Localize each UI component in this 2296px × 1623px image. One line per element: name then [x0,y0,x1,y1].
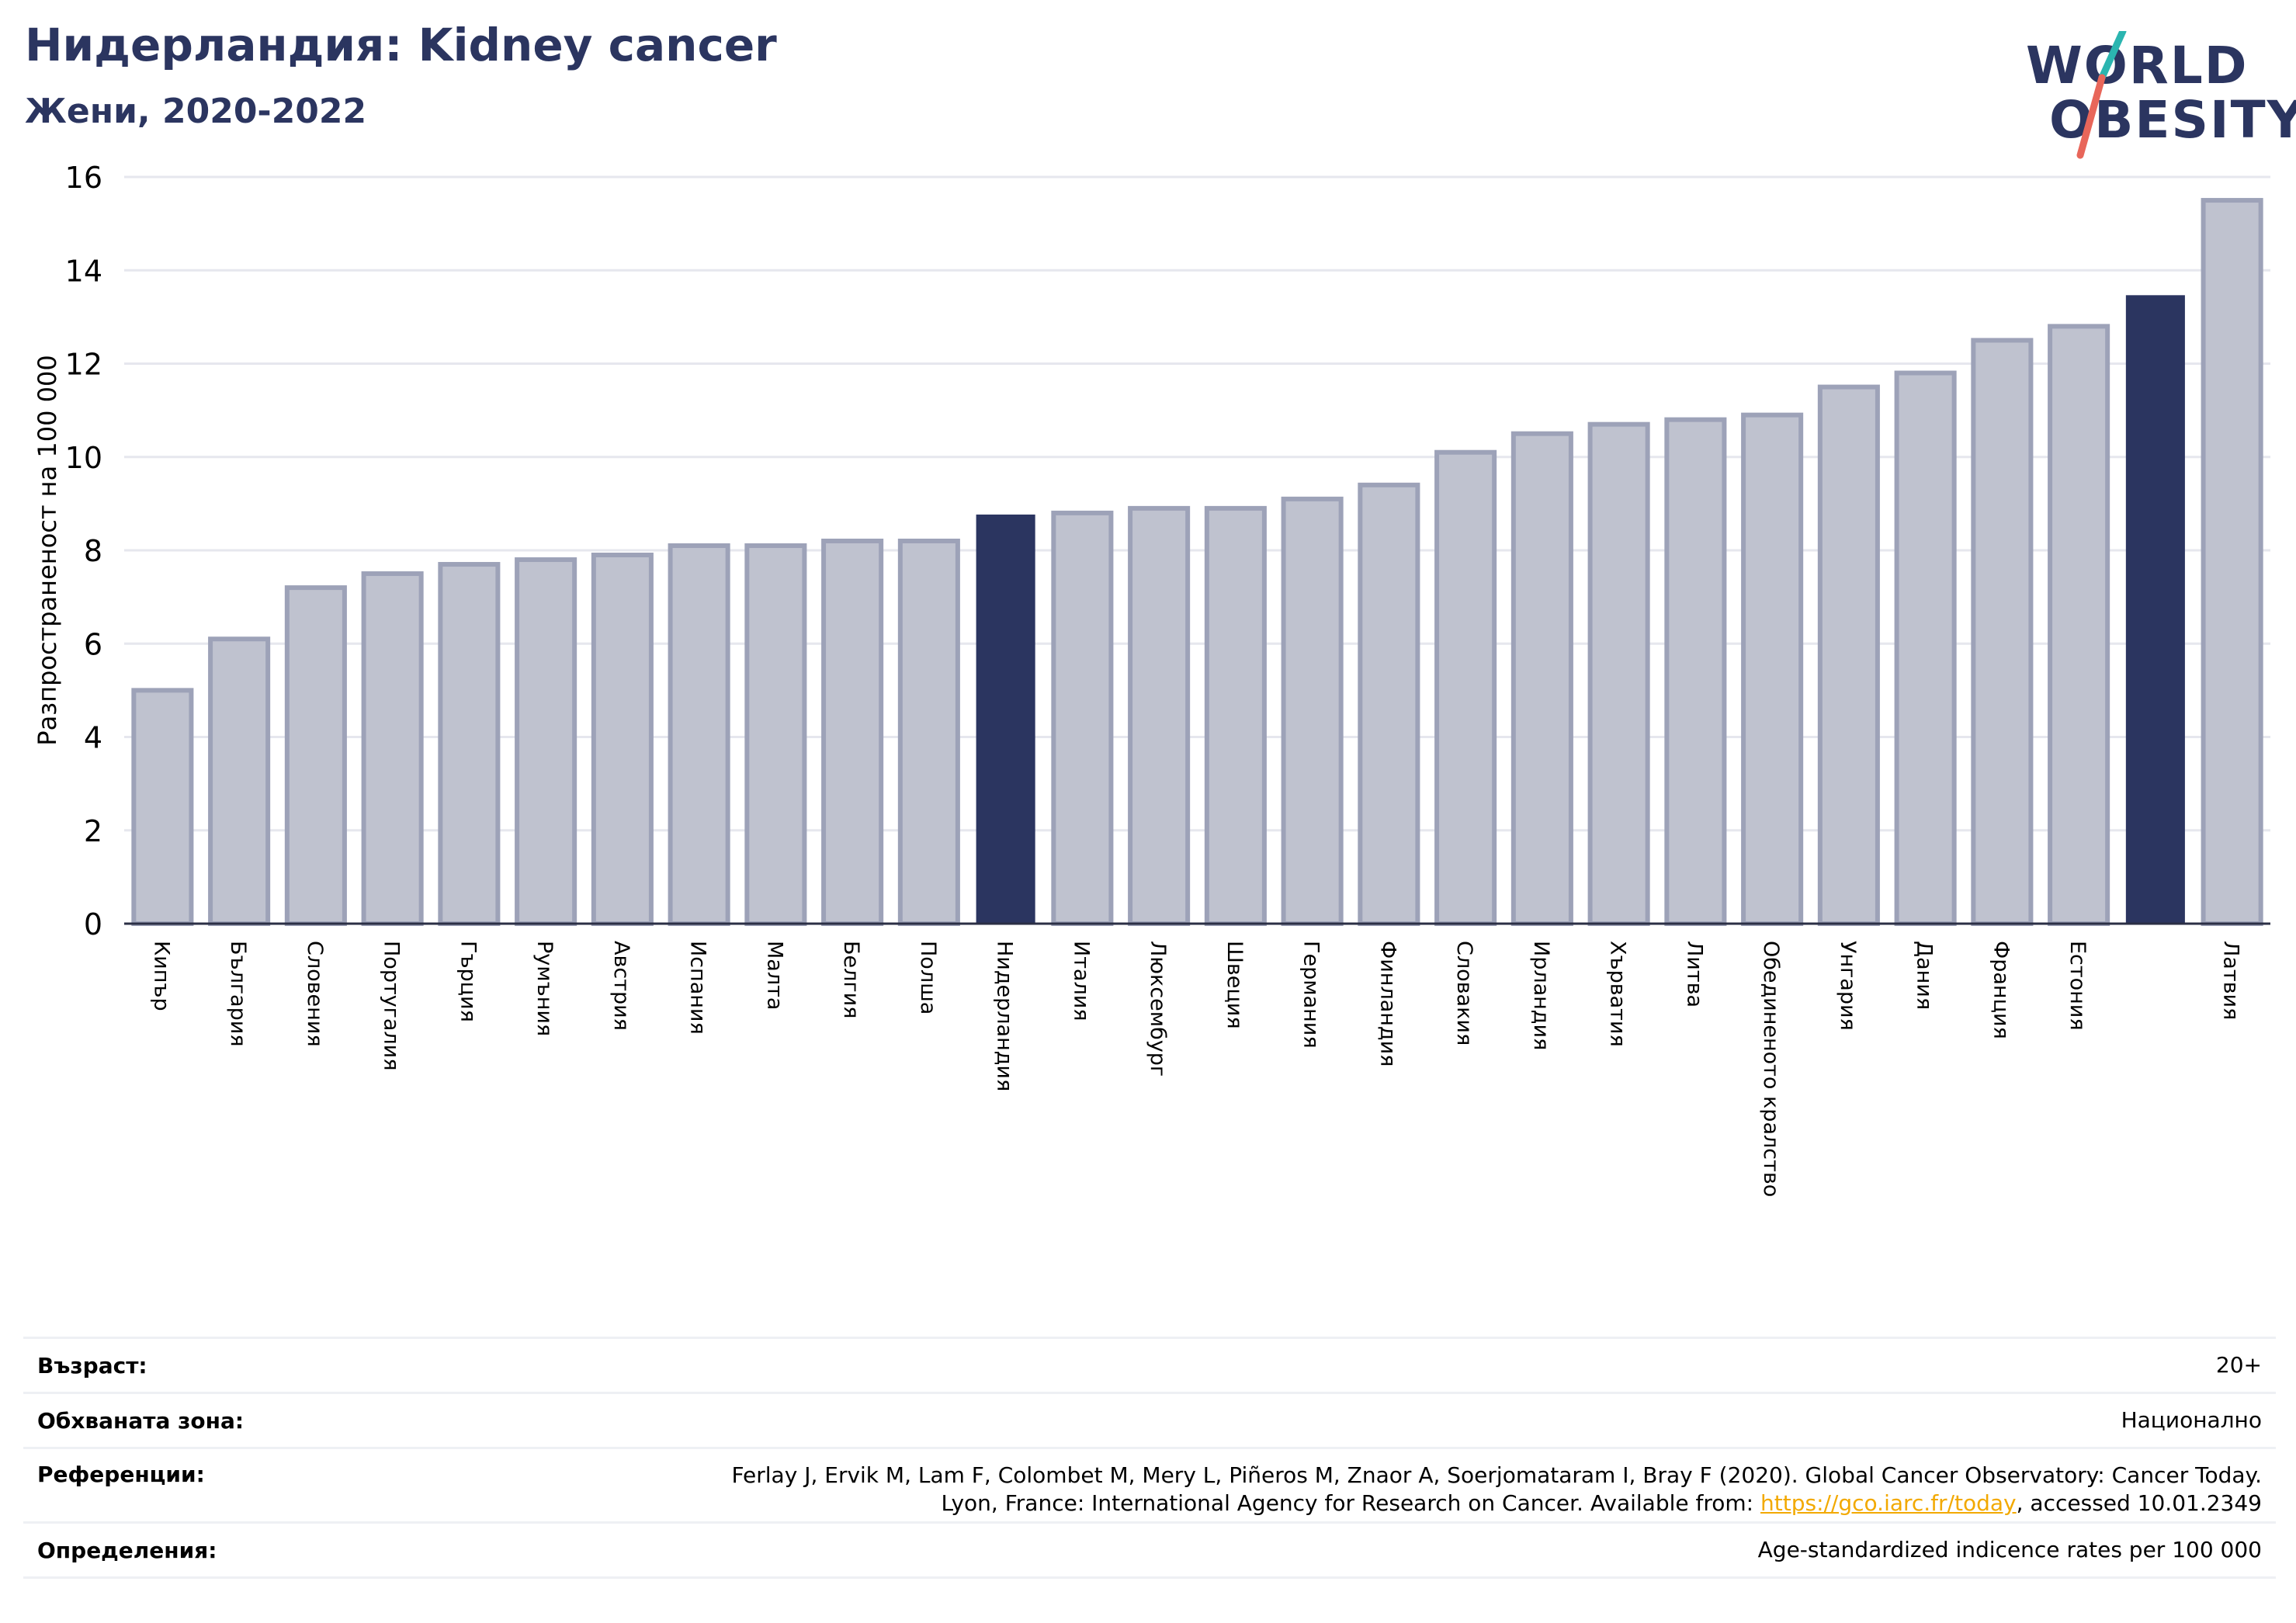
bar-Австрия [591,553,654,926]
bar-Словакия [1434,449,1497,926]
x-tick-label: Франция [1989,941,2013,1039]
bar-Гърция [438,562,501,926]
bar-Обединеното кралство [1741,412,1804,926]
bar-Ирландия [1510,431,1573,926]
bar-Португалия [361,571,424,926]
info-row-area: Обхваната зона: Национално [23,1392,2276,1447]
x-tick-label: Литва [1682,941,1706,1007]
bar-Унгария [1817,384,1880,926]
info-row-age: Възраст: 20+ [23,1337,2276,1392]
world-obesity-logo: WORLD OBESITY [2026,31,2296,163]
x-tick-label: България [226,941,250,1047]
logo-line-1: WORLD [2026,36,2249,95]
x-tick-label: Люксембург [1146,941,1170,1077]
bar-Малта [744,543,807,926]
references-line-2-end: , accessed 10.01.2349 [2016,1490,2262,1516]
x-tick-label: Обединеното кралство [1759,941,1783,1197]
info-row-references: Референции: Ferlay J, Ervik M, Lam F, Co… [23,1447,2276,1521]
x-tick-label: Нидерландия [993,941,1017,1091]
x-tick-label: Италия [1069,941,1093,1021]
x-tick-label: Естония [2065,941,2090,1031]
bar-Дания [1894,370,1957,926]
area-value: Национално [2121,1407,2262,1433]
references-label: Референции: [37,1462,205,1487]
bar-Полша [897,538,960,926]
x-tick-label: Дания [1913,941,1937,1010]
x-tick-label: Португалия [380,941,404,1070]
x-tick-label: Полша [916,941,940,1014]
x-tick-label: Хърватия [1606,941,1630,1047]
x-tick-label: Ирландия [1529,941,1553,1050]
x-tick-label: Испания [686,941,710,1035]
x-tick-label: Унгария [1836,941,1860,1031]
bar-Люксембург [1128,505,1191,926]
area-label: Обхваната зона: [37,1407,245,1434]
bar-Словения [284,585,347,926]
age-value: 20+ [2215,1352,2262,1378]
chart-subtitle: Жени, 2020-2022 [25,92,367,131]
bar-chart: 0 2 4 6 8 10 12 14 16 Разпространеност на 100 000… [33,161,2270,1197]
y-tick-label: 12 [65,348,102,382]
bar-Латвия [2201,198,2263,926]
bar-Литва [1664,417,1727,926]
y-tick-label: 16 [65,161,102,195]
age-label: Възраст: [37,1352,147,1379]
bar-Италия [1051,510,1114,926]
y-tick-label: 4 [84,721,102,755]
bar-Франция [1971,338,2034,926]
bar-България [208,636,271,926]
y-tick-label: 10 [65,441,102,475]
definitions-label: Определения: [37,1537,217,1563]
y-axis-label: Разпространеност на 100 000 [33,355,62,745]
references-value: Ferlay J, Ervik M, Lam F, Colombet M, Me… [731,1462,2262,1517]
bar-Испания [668,543,730,926]
x-tick-label: Швеция [1223,941,1247,1029]
x-tick-label: Австрия [609,941,633,1031]
bar-Финландия [1358,482,1420,926]
x-tick-label: Малта [762,941,786,1010]
references-line-1: Ferlay J, Ervik M, Lam F, Colombet M, Me… [731,1462,2262,1488]
bar-Германия [1281,496,1344,926]
x-tick-label: Словения [303,941,327,1047]
y-tick-label: 2 [84,814,102,848]
bar-Румъния [515,557,577,927]
info-table: Възраст: 20+ Обхваната зона: Национално … [23,1337,2276,1579]
references-line-2-start: Lyon, France: International Agency for R… [941,1490,1760,1516]
y-tick-label: 6 [84,627,102,661]
x-tick-label: Латвия [2219,941,2243,1020]
x-tick-label: Кипър [149,941,173,1011]
x-tick-label: Германия [1299,941,1323,1049]
bar-Естония [2048,324,2110,926]
x-tick-label: Словакия [1452,941,1476,1046]
definitions-value: Age-standardized indicence rates per 100… [1757,1537,2262,1562]
x-tick-label: Финландия [1375,941,1399,1066]
bar-Нидерландия [976,514,1035,924]
bar-highlight [2125,295,2185,925]
bar-Белгия [821,538,884,926]
y-tick-label: 8 [84,534,102,568]
info-row-definitions: Определения: Age-standardized indicence … [23,1521,2276,1579]
y-tick-label: 0 [84,907,102,942]
x-tick-label: Румъния [532,941,557,1036]
chart-title: Нидерландия: Kidney cancer [25,19,777,71]
bar-Хърватия [1587,421,1650,927]
references-link[interactable]: https://gco.iarc.fr/today [1760,1490,2017,1516]
x-tick-label: Гърция [456,941,480,1022]
logo-slash-icon [2076,31,2127,159]
bar-Швеция [1204,505,1267,926]
bar-Кипър [131,688,194,926]
x-tick-label: Белгия [839,941,863,1018]
y-tick-label: 14 [65,254,102,288]
